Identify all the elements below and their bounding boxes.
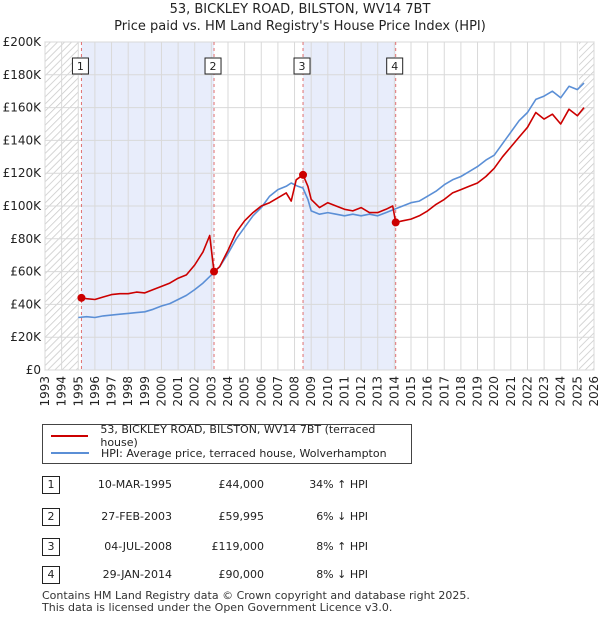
sale-marker-box: [386, 57, 404, 75]
sale-number-badge: 3: [42, 538, 60, 556]
price-chart: 1 2 3 4 £0 £20K £40K £60K £80K £100K £120K £140K £16…: [3, 35, 600, 407]
footer-licence: This data is licensed under the Open Gov…: [42, 601, 393, 614]
x-tick-label: 2024: [554, 376, 568, 407]
sale-point: [210, 267, 219, 276]
x-tick-label: 2020: [487, 376, 501, 407]
chart-subtitle: Price paid vs. HM Land Registry's House …: [114, 19, 486, 34]
x-tick-label: 2013: [371, 376, 385, 407]
sale-row: 2 27-FEB-2003 £59,995 6% ↓ HPI: [0, 508, 600, 526]
x-tick-label: 1994: [55, 376, 69, 407]
sale-marker-label: 2: [210, 60, 217, 73]
x-tick-label: 2010: [321, 376, 335, 407]
x-tick-label: 2006: [254, 376, 268, 407]
sale-hpi-diff: 34% ↑ HPI: [309, 478, 368, 491]
legend-swatch-hpi: [51, 452, 89, 454]
sale-date: 10-MAR-1995: [97, 478, 172, 491]
x-tick-label: 2016: [421, 376, 435, 407]
x-tick-label: 2002: [188, 376, 202, 407]
x-tick-label: 2008: [288, 376, 302, 407]
x-tick-label: 2019: [471, 376, 485, 407]
x-tick-label: 2005: [238, 376, 252, 407]
footer-copyright: Contains HM Land Registry data © Crown c…: [42, 589, 470, 602]
sale-hpi-diff: 8% ↑ HPI: [316, 540, 368, 553]
x-tick-label: 2011: [337, 376, 351, 407]
sale-price: £44,000: [218, 478, 265, 491]
sale-date: 27-FEB-2003: [101, 510, 172, 523]
sale-date: 04-JUL-2008: [104, 540, 172, 553]
legend-item-hpi: HPI: Average price, terraced house, Wolv…: [51, 445, 387, 461]
sale-marker-box: [204, 57, 222, 75]
x-tick-label: 2021: [504, 376, 518, 407]
sale-hpi-diff: 6% ↓ HPI: [316, 510, 368, 523]
sale-point: [77, 293, 86, 302]
x-tick-label: 2012: [354, 376, 368, 407]
sale-point: [391, 218, 400, 227]
sale-point: [299, 170, 308, 179]
x-tick-label: 1997: [105, 376, 119, 407]
y-tick-label: £0: [26, 363, 41, 377]
sale-number-badge: 1: [42, 476, 60, 494]
x-tick-label: 2014: [387, 376, 401, 407]
sale-row: 1 10-MAR-1995 £44,000 34% ↑ HPI: [0, 476, 600, 494]
x-tick-label: 2017: [437, 376, 451, 407]
sale-price: £90,000: [218, 568, 265, 581]
x-tick-label: 2004: [221, 376, 235, 407]
y-tick-label: £40K: [10, 297, 42, 311]
series-line-property: [81, 107, 585, 301]
y-tick-label: £160K: [3, 101, 43, 115]
y-tick-label: £100K: [3, 199, 43, 213]
footer: Contains HM Land Registry data © Crown c…: [42, 590, 470, 614]
y-tick-label: £20K: [10, 330, 42, 344]
y-tick-label: £120K: [3, 166, 43, 180]
legend: 53, BICKLEY ROAD, BILSTON, WV14 7BT (ter…: [42, 423, 412, 464]
x-tick-label: 2015: [404, 376, 418, 407]
sale-marker-label: 1: [77, 60, 84, 73]
y-tick-label: £140K: [3, 133, 43, 147]
sale-row: 4 29-JAN-2014 £90,000 8% ↓ HPI: [0, 566, 600, 584]
x-tick-label: 2022: [520, 376, 534, 407]
sale-marker-box: [71, 57, 89, 75]
sale-row: 3 04-JUL-2008 £119,000 8% ↑ HPI: [0, 538, 600, 556]
legend-label-property: 53, BICKLEY ROAD, BILSTON, WV14 7BT (ter…: [100, 423, 376, 449]
y-tick-label: £80K: [10, 232, 42, 246]
sale-marker-box: [293, 57, 311, 75]
sale-price: £59,995: [218, 510, 265, 523]
x-tick-label: 2023: [537, 376, 551, 407]
sale-number-badge: 2: [42, 508, 60, 526]
sale-hpi-diff: 8% ↓ HPI: [316, 568, 368, 581]
chart-title: 53, BICKLEY ROAD, BILSTON, WV14 7BT: [169, 2, 431, 17]
legend-swatch-property: [51, 435, 89, 437]
x-tick-label: 2026: [587, 376, 600, 407]
x-tick-label: 2007: [271, 376, 285, 407]
sale-price: £119,000: [211, 540, 265, 553]
sale-marker-label: 3: [299, 60, 306, 73]
x-tick-label: 2000: [154, 376, 168, 407]
y-tick-label: £180K: [3, 68, 43, 82]
x-tick-label: 1999: [138, 376, 152, 407]
x-tick-label: 2001: [171, 376, 185, 407]
legend-label-hpi: HPI: Average price, terraced house, Wolv…: [101, 446, 387, 460]
sale-marker-label: 4: [391, 60, 398, 73]
x-tick-label: 1998: [121, 376, 135, 407]
x-tick-label: 1993: [38, 376, 52, 407]
sale-number-badge: 4: [42, 566, 60, 584]
legend-item-property: 53, BICKLEY ROAD, BILSTON, WV14 7BT (ter…: [51, 423, 411, 449]
sale-date: 29-JAN-2014: [102, 568, 172, 581]
x-tick-label: 1995: [71, 376, 85, 407]
x-tick-label: 2025: [570, 376, 584, 407]
x-tick-label: 2018: [454, 376, 468, 407]
x-tick-label: 2003: [204, 376, 218, 407]
x-tick-label: 1996: [88, 376, 102, 407]
y-tick-label: £200K: [3, 35, 43, 49]
y-tick-label: £60K: [10, 265, 42, 279]
series-line-hpi: [78, 82, 585, 319]
x-tick-label: 2009: [304, 376, 318, 407]
